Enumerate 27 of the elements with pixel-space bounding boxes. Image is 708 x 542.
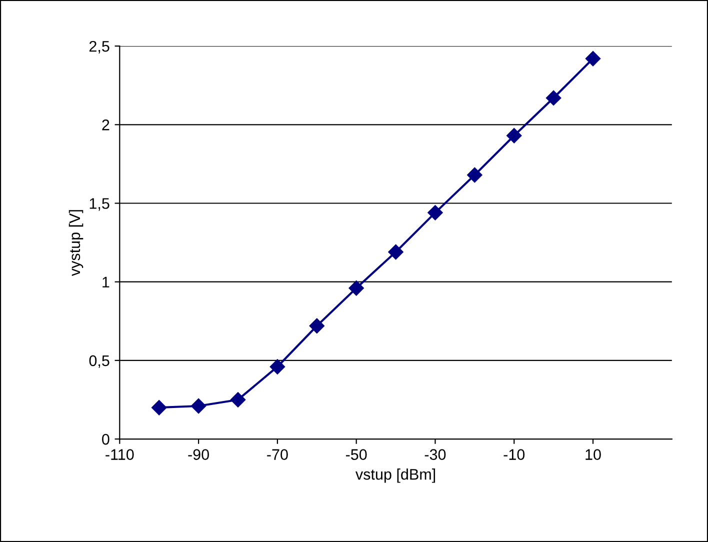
point [270, 359, 286, 374]
point [230, 392, 246, 408]
x-tick-label: -70 [267, 449, 288, 460]
x-tick-label: -90 [188, 449, 209, 460]
y-tick-label: 0,5 [89, 355, 110, 368]
x-tick-label: -30 [424, 449, 446, 460]
x-axis-title: vstup [dBm] [355, 468, 436, 483]
y-axis-title: vystup [V] [68, 210, 84, 276]
point [190, 398, 206, 414]
point [152, 400, 167, 416]
y-tick-label: 1,5 [90, 198, 110, 211]
x-tick-label: -10 [504, 449, 525, 460]
point [388, 244, 404, 260]
point [546, 90, 562, 106]
x-tick-label: -110 [106, 449, 134, 460]
point [309, 318, 324, 334]
point [467, 167, 482, 183]
y-tick-label: 1 [102, 276, 110, 288]
x-tick-label: -50 [346, 449, 367, 460]
y-tick-label: 0 [102, 434, 110, 445]
point [348, 280, 364, 296]
point [585, 51, 601, 66]
point [506, 128, 522, 144]
y-tick-label: 2,5 [89, 40, 110, 54]
y-tick-label: 2 [102, 120, 110, 130]
point [428, 205, 443, 220]
x-tick-label: 10 [586, 449, 601, 460]
